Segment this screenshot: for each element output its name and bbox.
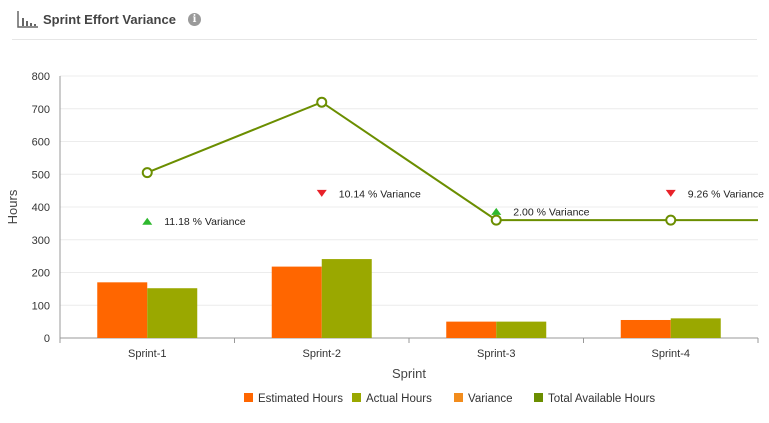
x-tick-label: Sprint-4 — [651, 348, 690, 360]
y-axis-title: Hours — [5, 189, 20, 224]
variance-up-marker — [142, 217, 153, 225]
legend-swatch — [352, 393, 361, 402]
legend-item-label: Estimated Hours — [258, 393, 343, 405]
legend-swatch — [454, 393, 463, 402]
info-icon[interactable]: i — [188, 13, 201, 26]
bar-chart-icon — [17, 11, 38, 28]
chart-title: Sprint Effort Variance — [43, 12, 176, 27]
line-total-available-hours — [146, 101, 758, 222]
legend-item-label: Variance — [468, 393, 513, 405]
bar-estimated-hours — [620, 319, 671, 338]
line-point — [316, 96, 328, 108]
line-point — [490, 214, 502, 226]
variance-down-marker — [665, 189, 676, 197]
bar-estimated-hours — [446, 321, 497, 338]
y-tick-label: 800 — [32, 71, 50, 83]
bar-actual-hours — [670, 318, 721, 338]
y-tick-label: 0 — [44, 333, 50, 345]
y-tick-label: 700 — [32, 104, 50, 116]
y-tick-label: 300 — [32, 235, 50, 247]
bar-actual-hours — [147, 288, 198, 338]
header-divider — [12, 39, 757, 40]
variance-label: 2.00 % Variance — [513, 206, 589, 218]
variance-down-marker — [316, 189, 327, 197]
legend-item-label: Total Available Hours — [548, 393, 655, 405]
variance-label: 11.18 % Variance — [164, 216, 245, 228]
variance-up-marker — [491, 207, 502, 215]
x-tick-label: Sprint-2 — [302, 348, 341, 360]
x-axis-title: Sprint — [392, 366, 426, 381]
line-point — [141, 167, 153, 179]
x-tick-label: Sprint-1 — [128, 348, 167, 360]
legend-swatch — [244, 393, 253, 402]
y-tick-label: 100 — [32, 300, 50, 312]
y-tick-label: 600 — [32, 137, 50, 149]
line-point — [665, 214, 677, 226]
chart-header: Sprint Effort Variance i — [0, 0, 769, 40]
bar-actual-hours — [321, 259, 372, 338]
bar-actual-hours — [496, 321, 547, 338]
variance-label: 10.14 % Variance — [339, 188, 421, 200]
y-tick-label: 500 — [32, 169, 50, 181]
variance-label: 9.26 % Variance — [688, 188, 764, 200]
x-tick-label: Sprint-3 — [477, 348, 516, 360]
legend-item-label: Actual Hours — [366, 393, 432, 405]
bar-estimated-hours — [271, 266, 322, 338]
y-tick-label: 200 — [32, 268, 50, 280]
y-tick-label: 400 — [32, 202, 50, 214]
bar-estimated-hours — [97, 282, 148, 338]
legend-swatch — [534, 393, 543, 402]
